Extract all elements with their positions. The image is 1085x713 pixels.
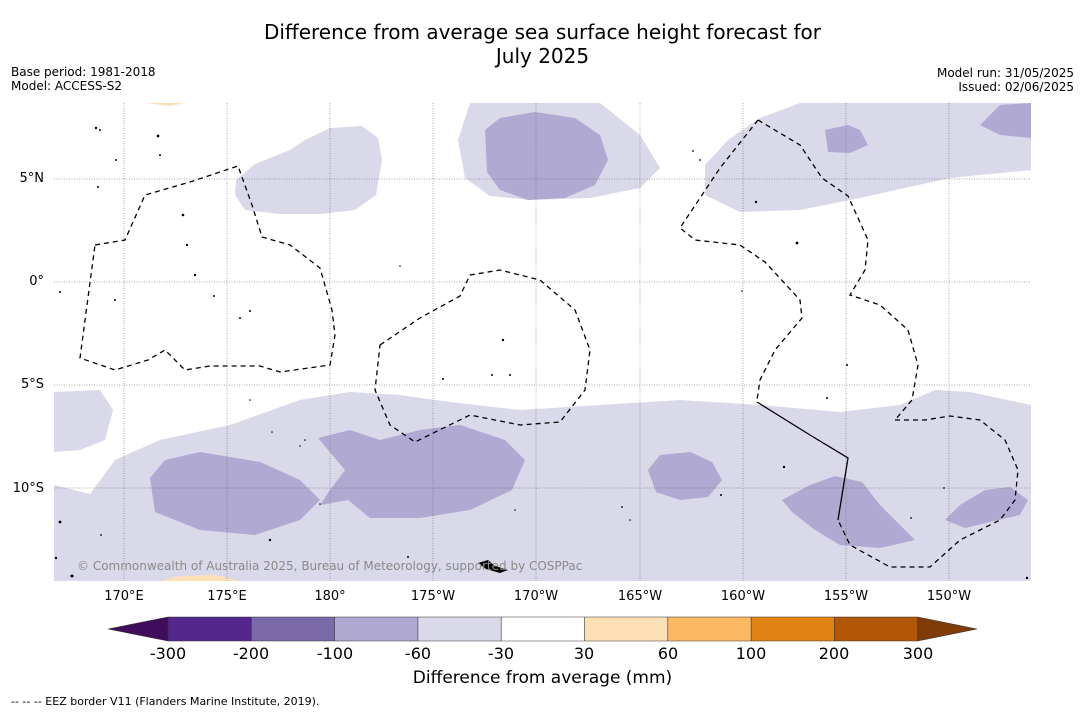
lon-label-160w: 160°W [720, 589, 766, 604]
lat-label-10s: 10°S [12, 481, 44, 496]
title-line-2: July 2025 [495, 44, 590, 68]
colorbar-swatch-6 [584, 617, 668, 641]
colorbar-swatch-3 [334, 617, 418, 641]
colorbar-tick-6: 30 [573, 644, 595, 663]
map-title: Difference from average sea surface heig… [0, 20, 1085, 68]
colorbar-tick-10: 300 [902, 644, 934, 663]
issued-date: Issued: 02/06/2025 [958, 80, 1074, 94]
colorbar-label: Difference from average (mm) [412, 668, 673, 688]
lat-label-5s: 5°S [20, 377, 44, 392]
eez-border-phoenix [374, 269, 591, 443]
anomaly-core-north-center [485, 112, 608, 200]
colorbar-swatch-9 [834, 617, 918, 641]
colorbar-swatch-1 [168, 617, 252, 641]
lon-label-155w: 155°W [823, 589, 869, 604]
anomaly-region-southern-band [54, 390, 1031, 581]
positive-patch-south [160, 575, 240, 581]
colorbar-tick-3: -100 [316, 644, 354, 663]
lon-label-175e: 175°E [207, 589, 247, 604]
lon-label-170e: 170°E [104, 589, 144, 604]
colorbar-tick-2: -200 [232, 644, 270, 663]
base-info: Base period: 1981-2018 Model: ACCESS-S2 [11, 65, 156, 93]
map-plot-area [54, 103, 1031, 581]
colorbar-swatch-5 [501, 617, 585, 641]
eez-solid-segment [756, 401, 849, 521]
positive-patch-north [145, 103, 185, 106]
colorbar-arrow-high [917, 617, 977, 641]
anomaly-core-north-east-small [825, 125, 868, 153]
eez-legend-footer: -- -- -- EEZ border V11 (Flanders Marine… [11, 695, 320, 708]
base-period: Base period: 1981-2018 [11, 65, 156, 79]
copyright-notice: © Commonwealth of Australia 2025, Bureau… [77, 559, 583, 573]
colorbar-tick-8: 100 [735, 644, 767, 663]
colorbar-tick-9: 200 [818, 644, 850, 663]
island-markers [54, 126, 1029, 580]
colorbar-swatch-4 [417, 617, 502, 641]
lat-label-0: 0° [29, 274, 44, 289]
anomaly-region-west-edge [54, 390, 113, 452]
eez-border-line-islands-west [679, 119, 803, 401]
anomaly-core-north-east-edge [980, 103, 1031, 138]
colorbar-tick-4: -60 [404, 644, 432, 663]
eez-borders [79, 119, 1019, 568]
lon-label-170w: 170°W [513, 589, 559, 604]
colorbar-swatch-2 [251, 617, 335, 641]
colorbar-swatch-8 [751, 617, 835, 641]
colorbar-arrow-low [108, 617, 168, 641]
anomaly-positive-patches [145, 103, 240, 581]
colorbar-tick-1: -300 [149, 644, 187, 663]
anomaly-region-north-east [705, 103, 1031, 212]
anomaly-region-north-west [235, 126, 382, 214]
eez-border-line-islands [757, 119, 919, 421]
run-info: Model run: 31/05/2025 Issued: 02/06/2025 [937, 66, 1074, 94]
model-name: Model: ACCESS-S2 [11, 79, 123, 93]
anomaly-core-south-center [318, 425, 525, 518]
lon-label-175w: 175°W [410, 589, 456, 604]
lat-label-5n: 5°N [19, 171, 45, 186]
model-run-date: Model run: 31/05/2025 [936, 66, 1074, 80]
lon-label-150w: 150°W [926, 589, 972, 604]
colorbar [107, 616, 978, 642]
colorbar-tick-7: 60 [657, 644, 679, 663]
lon-label-165w: 165°W [617, 589, 663, 604]
lon-label-180: 180° [314, 589, 346, 604]
eez-border-kiribati-gilbert [79, 165, 336, 373]
eez-border-cook-south [837, 415, 1019, 568]
anomaly-core-far-south-east [945, 487, 1028, 528]
anomaly-medium-purple-areas [150, 103, 1031, 548]
colorbar-swatch-7 [667, 617, 752, 641]
anomaly-core-south-west [150, 452, 320, 535]
colorbar-tick-5: -30 [487, 644, 515, 663]
anomaly-core-south-east [782, 476, 915, 548]
title-line-1: Difference from average sea surface heig… [263, 20, 822, 44]
